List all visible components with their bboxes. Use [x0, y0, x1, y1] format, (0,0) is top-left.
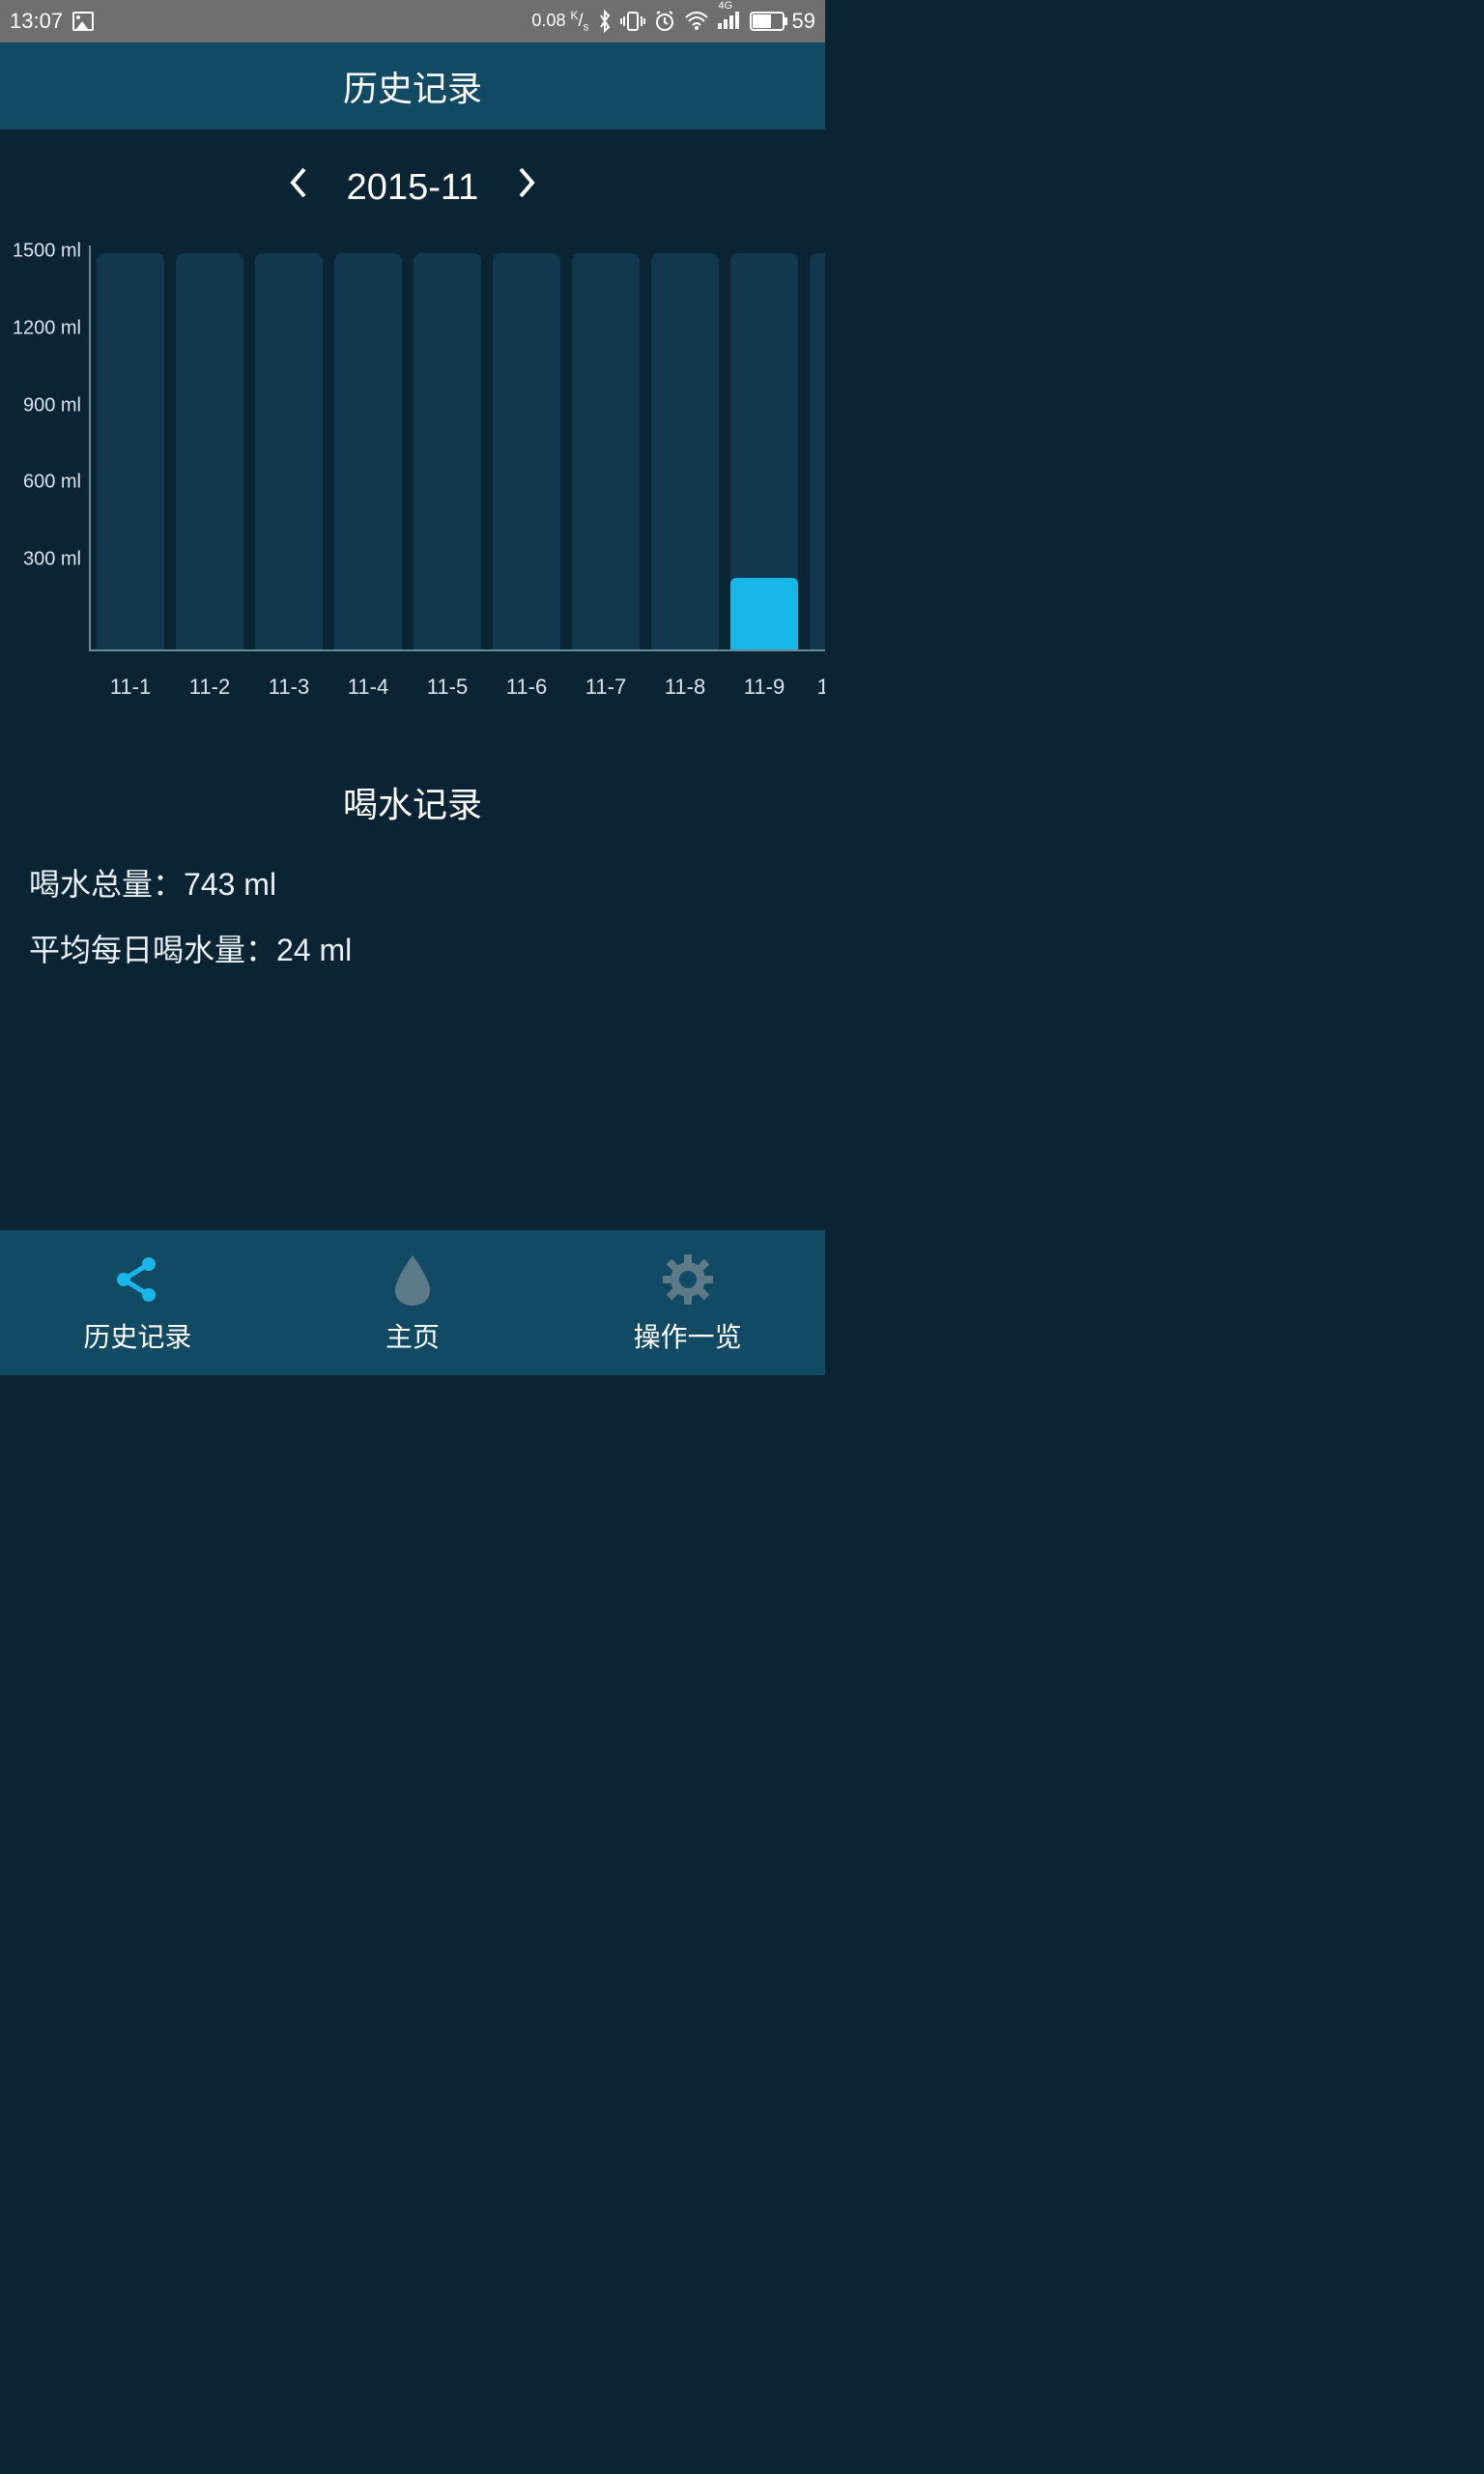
x-tick: 11-8 — [651, 675, 719, 700]
x-tick: 11-10 — [810, 675, 825, 700]
x-tick: 11-5 — [414, 675, 481, 700]
nav-home-label: 主页 — [385, 1316, 440, 1355]
stats-title: 喝水记录 — [29, 777, 796, 827]
chart-bars[interactable]: 278 — [97, 245, 825, 649]
y-tick: 600 ml — [23, 472, 81, 494]
status-time: 13:07 — [10, 9, 63, 34]
x-tick: 11-7 — [572, 675, 640, 700]
x-tick: 11-2 — [176, 675, 243, 700]
bar[interactable]: 278 — [730, 245, 798, 649]
vibrate-icon — [620, 10, 645, 33]
stat-average: 平均每日喝水量：24 ml — [29, 926, 796, 970]
bar[interactable] — [572, 245, 640, 649]
x-tick: 11-9 — [730, 675, 798, 700]
month-label: 2015-11 — [347, 167, 479, 209]
x-tick: 11-6 — [493, 675, 560, 700]
next-month-button[interactable] — [517, 165, 538, 210]
water-chart: 300 ml600 ml900 ml1200 ml1500 ml 278 11-… — [0, 245, 825, 709]
bar[interactable] — [493, 245, 560, 649]
page-title: 历史记录 — [343, 61, 482, 111]
alarm-icon — [653, 10, 676, 33]
nav-actions[interactable]: 操作一览 — [550, 1230, 825, 1375]
bar[interactable] — [255, 245, 323, 649]
share-icon — [110, 1251, 164, 1309]
stats-section: 喝水记录 喝水总量：743 ml 平均每日喝水量：24 ml — [0, 709, 825, 992]
bar[interactable] — [334, 245, 402, 649]
status-bar: 13:07 0.08 K/s 4G 59 — [0, 0, 825, 43]
title-bar: 历史记录 — [0, 43, 825, 129]
wifi-icon — [684, 12, 709, 31]
x-tick: 11-1 — [97, 675, 164, 700]
x-tick: 11-3 — [255, 675, 323, 700]
nav-home[interactable]: 主页 — [275, 1230, 551, 1375]
net-speed: 0.08 K/s — [531, 9, 588, 34]
bar[interactable] — [810, 245, 825, 649]
nav-history[interactable]: 历史记录 — [0, 1230, 275, 1375]
bar[interactable] — [414, 245, 481, 649]
drop-icon — [389, 1251, 436, 1309]
prev-month-button[interactable] — [287, 165, 308, 210]
bottom-nav: 历史记录 主页 操作一览 — [0, 1230, 825, 1375]
nav-actions-label: 操作一览 — [634, 1316, 742, 1355]
month-selector: 2015-11 — [0, 129, 825, 245]
y-tick: 1200 ml — [13, 317, 81, 339]
battery-pct: 59 — [792, 9, 815, 34]
battery-icon: 59 — [750, 9, 815, 34]
bar[interactable] — [176, 245, 243, 649]
nav-history-label: 历史记录 — [83, 1316, 191, 1355]
signal-icon: 4G — [717, 8, 742, 35]
y-tick: 1500 ml — [13, 241, 81, 263]
y-tick: 900 ml — [23, 394, 81, 417]
gear-icon — [661, 1251, 715, 1309]
x-tick: 11-4 — [334, 675, 402, 700]
stat-total: 喝水总量：743 ml — [29, 860, 796, 905]
y-axis: 300 ml600 ml900 ml1200 ml1500 ml — [0, 245, 89, 651]
bar[interactable] — [651, 245, 719, 649]
x-axis-labels: 11-1 11-2 11-3 11-4 11-5 11-6 11-7 11-8 11-9 11-1… — [97, 675, 825, 700]
bluetooth-icon — [597, 9, 613, 34]
y-tick: 300 ml — [23, 549, 81, 571]
bar[interactable] — [97, 245, 164, 649]
picture-icon — [72, 12, 94, 31]
